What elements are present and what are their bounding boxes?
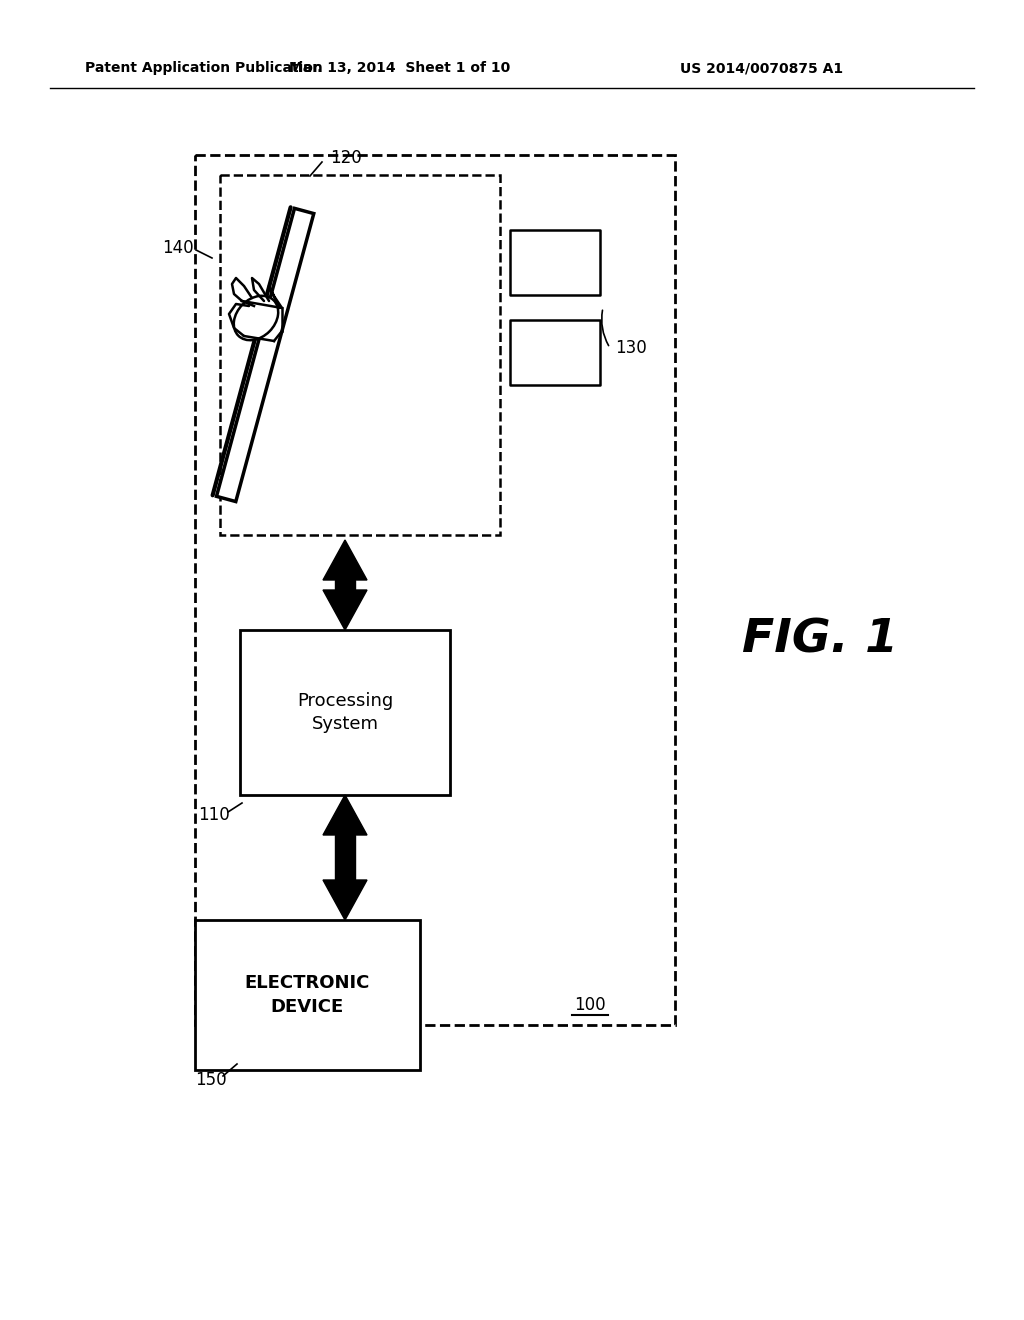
Polygon shape [323,880,367,920]
Text: ELECTRONIC
DEVICE: ELECTRONIC DEVICE [245,974,371,1016]
Polygon shape [335,579,355,590]
Text: US 2014/0070875 A1: US 2014/0070875 A1 [680,61,843,75]
Polygon shape [335,836,355,880]
Bar [195,154,675,1026]
Bar [510,319,600,385]
Text: 130: 130 [615,339,647,356]
Text: Patent Application Publication: Patent Application Publication [85,61,323,75]
Text: 110: 110 [198,807,229,824]
Text: 140: 140 [162,239,194,257]
Bar [510,230,600,294]
Text: 150: 150 [195,1071,226,1089]
Polygon shape [216,209,313,502]
Text: Mar. 13, 2014  Sheet 1 of 10: Mar. 13, 2014 Sheet 1 of 10 [290,61,511,75]
Polygon shape [323,795,367,836]
Polygon shape [323,540,367,579]
Bar [240,630,450,795]
Bar [195,920,420,1071]
Text: Processing
System: Processing System [297,692,393,734]
Ellipse shape [233,296,279,341]
Polygon shape [323,590,367,630]
Text: 100: 100 [574,997,606,1014]
Polygon shape [216,496,236,502]
Text: 120: 120 [330,149,361,168]
Text: FIG. 1: FIG. 1 [742,618,898,663]
Bar [220,176,500,535]
